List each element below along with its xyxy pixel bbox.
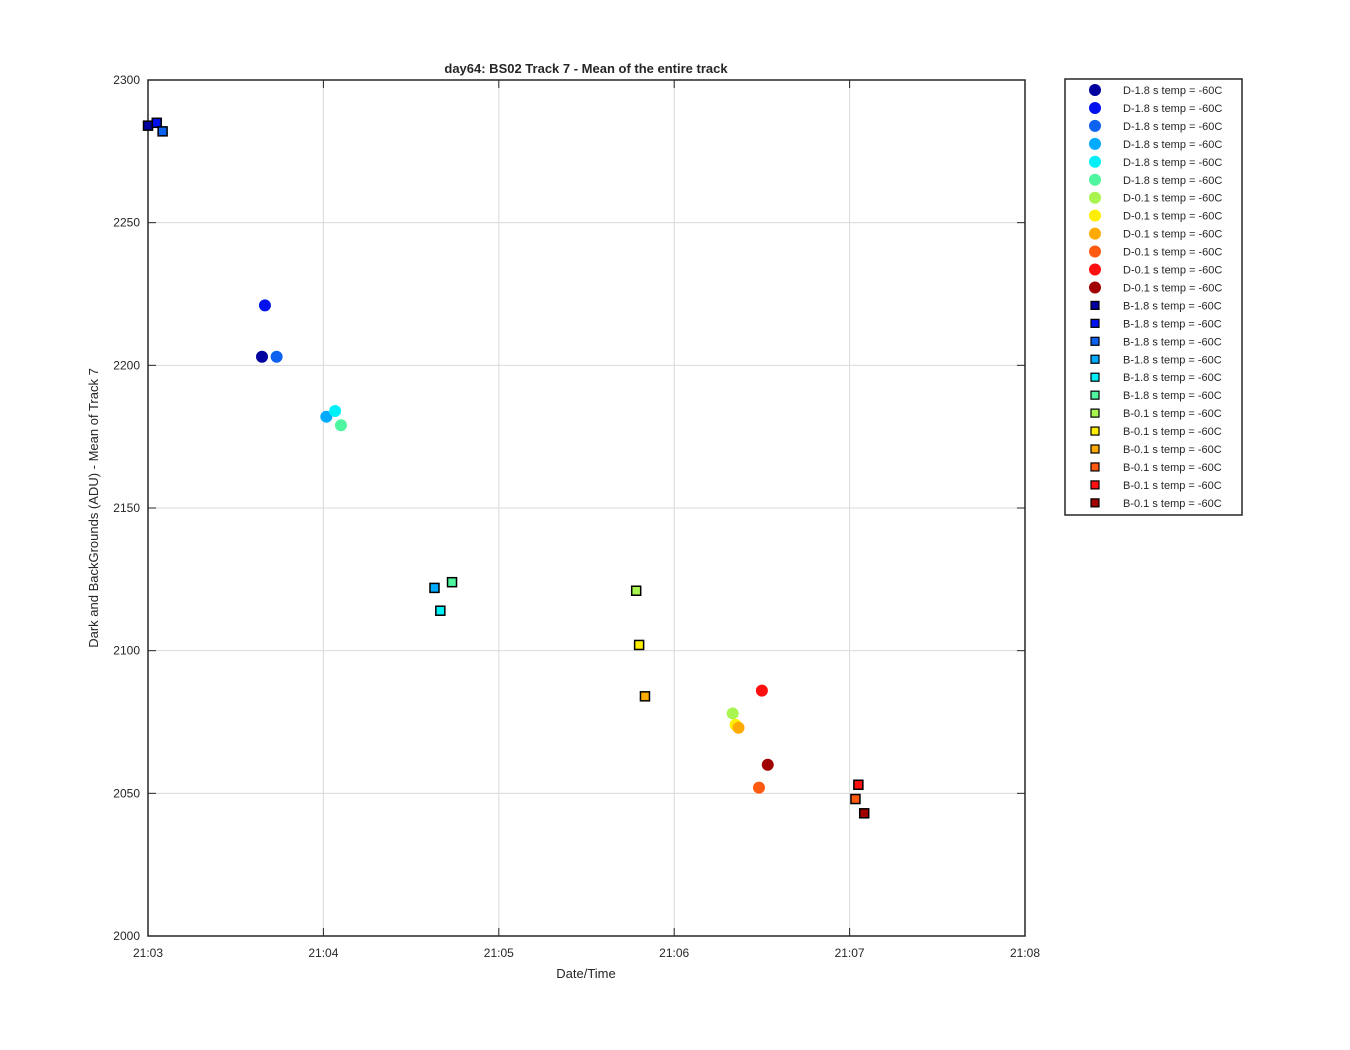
data-point-square: [858, 808, 870, 819]
y-tick-label: 2200: [113, 358, 140, 372]
data-point-square: [429, 582, 440, 594]
legend-entry-label: B-0.1 s temp = -60C: [1123, 498, 1222, 510]
legend-marker-circle: [1089, 155, 1101, 168]
legend-marker-circle: [1089, 263, 1101, 276]
legend-entry-label: D-0.1 s temp = -60C: [1123, 282, 1222, 294]
legend-entry-label: B-0.1 s temp = -60C: [1123, 480, 1222, 492]
legend-entry-label: D-1.8 s temp = -60C: [1123, 139, 1222, 151]
legend-entry-label: D-0.1 s temp = -60C: [1123, 247, 1222, 259]
x-tick-label: 21:03: [133, 946, 163, 960]
data-point-circle: [755, 684, 768, 697]
data-point-square: [157, 126, 168, 137]
legend-marker-square: [1090, 408, 1100, 418]
legend-entry-label: B-0.1 s temp = -60C: [1123, 462, 1222, 474]
data-point-circle: [732, 721, 745, 734]
legend-marker-square: [1090, 336, 1100, 346]
x-tick-label: 21:08: [1010, 946, 1040, 960]
legend-entry-label: B-0.1 s temp = -60C: [1123, 444, 1222, 456]
y-tick-label: 2000: [113, 929, 140, 943]
data-point-circle: [329, 404, 342, 417]
data-point-square: [630, 585, 642, 596]
legend-marker-circle: [1089, 119, 1101, 132]
legend-marker-square: [1090, 444, 1100, 454]
legend: D-1.8 s temp = -60C D-1.8 s temp = -60C D-…: [1064, 78, 1243, 516]
data-point-square: [850, 793, 861, 805]
data-point-square: [151, 117, 163, 129]
legend-marker-circle: [1089, 245, 1101, 258]
legend-marker-circle: [1089, 173, 1101, 186]
y-tick-label: 2100: [113, 644, 140, 658]
legend-entry-label: B-1.8 s temp = -60C: [1123, 318, 1222, 330]
legend-entry-label: B-1.8 s temp = -60C: [1123, 390, 1222, 402]
data-point-circle: [761, 758, 774, 771]
legend-marker-square: [1090, 372, 1100, 382]
x-tick-label: 21:06: [659, 946, 689, 960]
legend-entry-label: B-1.8 s temp = -60C: [1123, 372, 1222, 384]
legend-marker-square: [1090, 462, 1100, 472]
legend-marker-circle: [1089, 191, 1101, 204]
data-point-circle: [256, 350, 269, 363]
legend-entry-label: B-1.8 s temp = -60C: [1123, 354, 1222, 366]
legend-marker-circle: [1089, 227, 1101, 240]
legend-marker-square: [1090, 426, 1100, 436]
legend-entry-label: B-0.1 s temp = -60C: [1123, 426, 1222, 438]
legend-marker-square: [1090, 390, 1100, 400]
legend-entry-label: D-0.1 s temp = -60C: [1123, 211, 1222, 223]
data-point-square: [633, 639, 645, 651]
legend-marker-square: [1090, 354, 1100, 364]
legend-marker-circle: [1089, 209, 1101, 222]
chart-title: day64: BS02 Track 7 - Mean of the entire…: [444, 61, 728, 76]
data-point-circle: [752, 781, 765, 794]
legend-entry-label: D-1.8 s temp = -60C: [1123, 85, 1222, 97]
data-point-square: [446, 576, 458, 588]
data-point-square: [142, 120, 154, 131]
legend-entry-label: D-1.8 s temp = -60C: [1123, 103, 1222, 115]
legend-marker-circle: [1089, 137, 1101, 150]
x-axis-label: Date/Time: [556, 966, 615, 981]
y-axis-label: Dark and BackGrounds (ADU) - Mean of Tra…: [86, 368, 101, 648]
legend-marker-square: [1090, 318, 1100, 328]
legend-entry-label: D-1.8 s temp = -60C: [1123, 157, 1222, 169]
grid-lines: [147, 79, 1026, 937]
y-tick-label: 2250: [113, 216, 140, 230]
x-tick-label: 21:05: [484, 946, 514, 960]
x-tick-label: 21:04: [308, 946, 338, 960]
legend-entry-label: D-1.8 s temp = -60C: [1123, 175, 1222, 187]
legend-marker-circle: [1089, 101, 1101, 114]
y-tick-label: 2150: [113, 501, 140, 515]
legend-marker-square: [1090, 480, 1100, 490]
data-point-square: [853, 779, 864, 791]
data-point-square: [639, 691, 651, 702]
legend-marker-square: [1090, 300, 1100, 310]
y-tick-label: 2300: [113, 73, 140, 87]
legend-entry-label: B-1.8 s temp = -60C: [1123, 300, 1222, 312]
legend-entry-label: D-0.1 s temp = -60C: [1123, 265, 1222, 277]
data-point-circle: [258, 299, 271, 312]
data-point-square: [435, 605, 446, 616]
legend-marker-square: [1090, 498, 1100, 508]
legend-entry-label: B-1.8 s temp = -60C: [1123, 336, 1222, 348]
legend-entry-label: D-0.1 s temp = -60C: [1123, 193, 1222, 205]
data-point-circle: [726, 707, 739, 720]
data-point-circle: [270, 350, 283, 363]
data-point-circle: [334, 419, 347, 432]
legend-marker-circle: [1089, 84, 1101, 96]
data-point-circle: [320, 410, 333, 423]
axis-ticks: 21:03 21:04 21:05 21:06 21:07 21:08 2000 2050 21…: [113, 73, 1040, 960]
legend-entry-label: D-1.8 s temp = -60C: [1123, 121, 1222, 133]
legend-entry-label: D-0.1 s temp = -60C: [1123, 229, 1222, 241]
legend-box: [1064, 78, 1243, 516]
data-markers: [142, 117, 870, 819]
x-tick-label: 21:07: [835, 946, 865, 960]
y-tick-label: 2050: [113, 786, 140, 800]
legend-entry-label: B-0.1 s temp = -60C: [1123, 408, 1222, 420]
legend-marker-circle: [1089, 281, 1101, 294]
